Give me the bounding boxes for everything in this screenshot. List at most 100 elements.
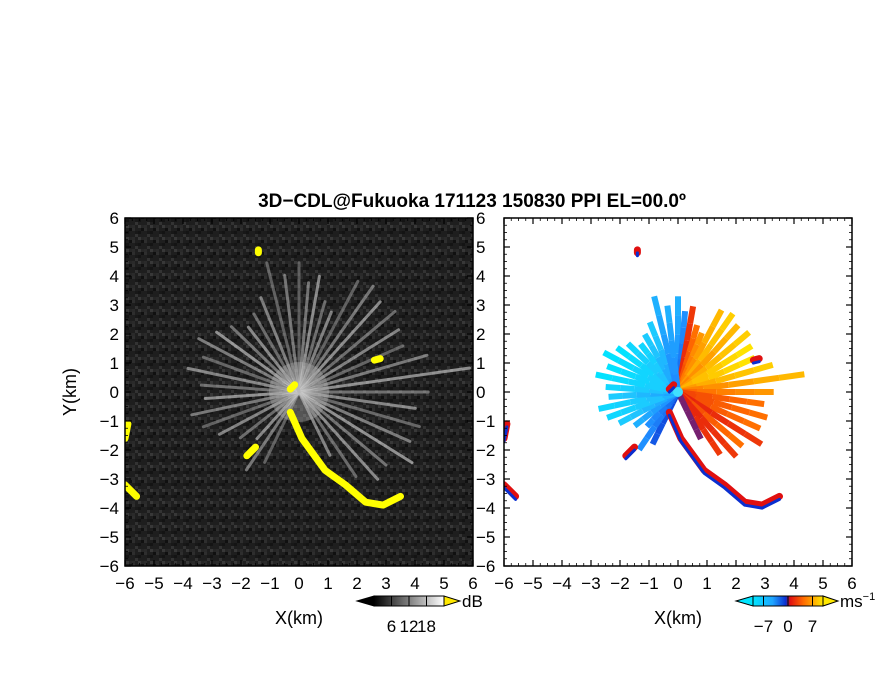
velocity-beam-segment bbox=[743, 431, 764, 447]
velocity-beam-segment bbox=[694, 331, 705, 346]
snr-beam bbox=[190, 390, 301, 417]
velocity-beam-segment bbox=[679, 327, 687, 344]
velocity-beam-segment bbox=[644, 424, 658, 440]
x-tick-label: 3 bbox=[381, 574, 390, 593]
velocity-beam-segment bbox=[645, 360, 661, 375]
snr-beam bbox=[297, 353, 429, 394]
velocity-colorbar-high-arrow bbox=[822, 595, 840, 607]
velocity-beam-segment bbox=[710, 308, 725, 328]
x-tick-label: 1 bbox=[323, 574, 332, 593]
velocity-hard-target-edge bbox=[504, 486, 518, 501]
velocity-hard-target-edge bbox=[624, 448, 636, 461]
snr-panel: −6 −5 −4 −3 −2 −1 0 1 2 3 4 5 6 6543210−1−2−3−4−5−6 … bbox=[60, 209, 495, 628]
snr-y-axis-label: Y(km) bbox=[60, 368, 80, 416]
y-tick-label: −4 bbox=[476, 499, 495, 518]
snr-beam bbox=[297, 300, 382, 394]
snr-y-tick-labels-right: 6 5 4 3 2 1 0 −1 −2 −3 −4 −5 −6 bbox=[476, 209, 495, 576]
x-tick-label: −3 bbox=[202, 574, 221, 593]
snr-colorbar-low-arrow bbox=[355, 595, 375, 607]
velocity-beam-segment bbox=[705, 361, 724, 377]
velocity-beam-segment bbox=[634, 385, 650, 393]
colorbar-tick-label: 6 bbox=[387, 617, 396, 636]
x-tick-label: 2 bbox=[352, 574, 361, 593]
velocity-beam-segment bbox=[638, 342, 651, 356]
velocity-beam-segment bbox=[692, 341, 707, 361]
velocity-x-axis-label: X(km) bbox=[654, 608, 702, 628]
velocity-beam-segment bbox=[732, 330, 752, 347]
snr-beam bbox=[283, 273, 301, 394]
snr-beam bbox=[297, 390, 412, 443]
x-tick-label: 4 bbox=[789, 574, 798, 593]
velocity-beam-segment bbox=[660, 333, 672, 355]
snr-beam bbox=[244, 390, 301, 472]
velocity-beam-segment bbox=[702, 381, 729, 392]
velocity-beam-segment bbox=[634, 399, 651, 411]
velocity-beam-segment bbox=[729, 396, 748, 405]
y-tick-label: 0 bbox=[110, 383, 119, 402]
velocity-beam-segment bbox=[722, 361, 741, 375]
snr-beam bbox=[186, 366, 301, 394]
snr-beam bbox=[297, 390, 421, 429]
snr-beam bbox=[297, 310, 333, 394]
velocity-beam-segment bbox=[699, 415, 716, 433]
snr-beam bbox=[297, 274, 321, 394]
velocity-beam-segment bbox=[708, 327, 725, 347]
x-tick-label: −3 bbox=[581, 574, 600, 593]
velocity-beam-segment bbox=[690, 324, 701, 340]
x-tick-label: −1 bbox=[260, 574, 279, 593]
snr-beam bbox=[246, 325, 301, 394]
velocity-beam-segment bbox=[641, 401, 656, 414]
snr-beam bbox=[297, 279, 360, 394]
velocity-beam-segment bbox=[728, 378, 755, 388]
velocity-beam-segment bbox=[613, 399, 631, 409]
velocity-beam-segment bbox=[641, 409, 654, 422]
y-tick-label: 4 bbox=[476, 267, 485, 286]
velocity-beam-segment bbox=[627, 354, 644, 368]
velocity-beam-segment bbox=[650, 410, 662, 422]
velocity-beam-segment bbox=[752, 361, 774, 374]
x-tick-label: −1 bbox=[639, 574, 658, 593]
y-tick-label: 2 bbox=[476, 325, 485, 344]
velocity-beam-segment bbox=[700, 427, 715, 444]
velocity-beam-segment bbox=[686, 337, 697, 353]
velocity-beam-segment bbox=[735, 343, 754, 358]
snr-beam bbox=[238, 390, 301, 440]
velocity-beam-segment bbox=[704, 353, 723, 371]
velocity-beam-segment bbox=[654, 421, 666, 436]
velocity-hard-target-edge bbox=[667, 386, 676, 394]
velocity-beam-segment bbox=[648, 344, 661, 359]
colorbar-tick-label: 12 bbox=[400, 617, 419, 636]
velocity-beam-segment bbox=[742, 418, 762, 432]
snr-beam bbox=[297, 390, 388, 467]
velocity-beam-segment bbox=[608, 392, 623, 400]
snr-beam bbox=[229, 325, 301, 394]
y-tick-label: 6 bbox=[476, 209, 485, 228]
snr-y-tick-labels: 6 5 4 3 2 1 0 −1 −2 −3 −4 −5 −6 bbox=[100, 209, 119, 576]
velocity-beam-segment bbox=[712, 393, 731, 403]
velocity-beam-segment bbox=[595, 371, 613, 381]
velocity-beam-segment bbox=[682, 351, 693, 367]
snr-beam bbox=[297, 390, 358, 478]
velocity-x-tick-labels: −6 −5 −4 −3 −2 −1 0 1 2 3 4 5 6 bbox=[494, 574, 856, 593]
colorbar-tick-label: 0 bbox=[783, 617, 792, 636]
velocity-beam-segment bbox=[778, 371, 805, 381]
velocity-beam-segment bbox=[693, 428, 704, 441]
velocity-beam-segment bbox=[709, 440, 723, 457]
velocity-hard-target bbox=[504, 481, 520, 500]
y-tick-label: 3 bbox=[110, 296, 119, 315]
velocity-beam-segment bbox=[697, 343, 714, 363]
x-tick-label: 5 bbox=[818, 574, 827, 593]
velocity-beam-segment bbox=[699, 349, 717, 368]
velocity-beam-segment bbox=[664, 305, 673, 324]
velocity-beam-segment bbox=[611, 375, 630, 385]
y-tick-label: −3 bbox=[100, 470, 119, 489]
hard-target bbox=[243, 443, 259, 460]
velocity-beam-segment bbox=[615, 345, 631, 359]
velocity-beam-segment bbox=[734, 367, 755, 379]
y-tick-label: −3 bbox=[476, 470, 495, 489]
velocity-beam-segment bbox=[650, 403, 663, 415]
velocity-beam-segment bbox=[606, 409, 623, 421]
x-tick-label: 2 bbox=[731, 574, 740, 593]
velocity-beam-segment bbox=[690, 365, 709, 383]
